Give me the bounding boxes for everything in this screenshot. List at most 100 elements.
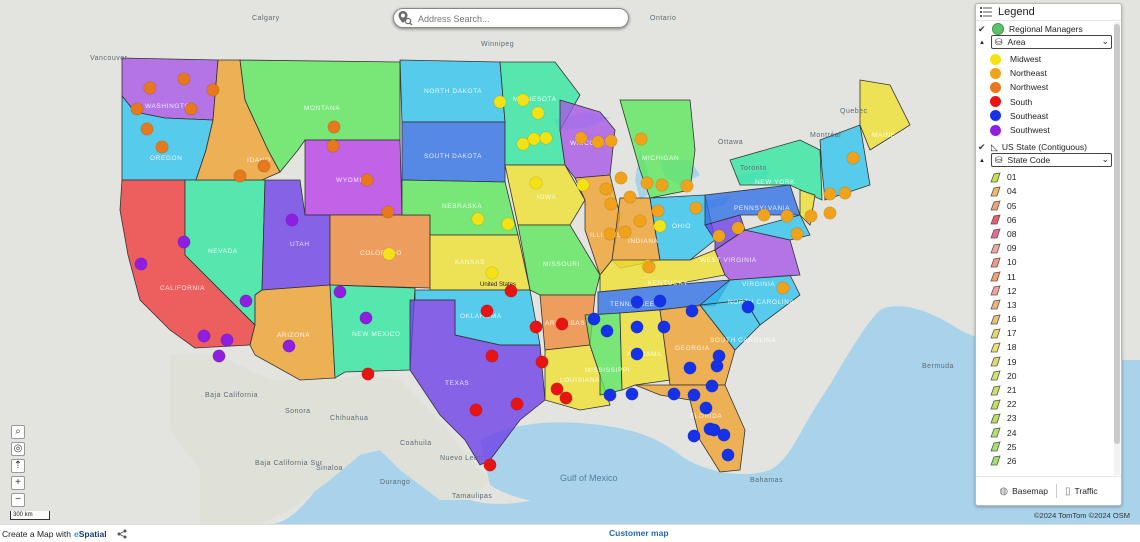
manager-marker-midwest[interactable] [493,95,507,109]
area-legend-item[interactable]: Northwest [976,80,1113,94]
manager-marker-southwest[interactable] [177,235,191,249]
manager-marker-northeast[interactable] [757,208,771,222]
manager-marker-northeast[interactable] [640,176,654,190]
manager-marker-northwest[interactable] [143,81,157,95]
area-legend-item[interactable]: Southwest [976,123,1113,137]
manager-marker-southeast[interactable] [741,300,755,314]
manager-marker-south[interactable] [485,349,499,363]
area-legend-item[interactable]: South [976,95,1113,109]
manager-marker-northeast[interactable] [604,197,618,211]
manager-marker-northeast[interactable] [574,131,588,145]
search-input[interactable] [416,11,625,27]
manager-marker-midwest[interactable] [501,217,515,231]
manager-marker-southeast[interactable] [630,295,644,309]
manager-marker-southeast[interactable] [685,304,699,318]
manager-marker-northeast[interactable] [689,201,703,215]
manager-marker-southeast[interactable] [603,388,617,402]
manager-marker-northeast[interactable] [604,134,618,148]
espatial-logo[interactable]: eSpatial [73,528,107,539]
manager-marker-northeast[interactable] [731,221,745,235]
state-code-legend-item[interactable]: 18 [976,340,1113,354]
manager-marker-southeast[interactable] [705,379,719,393]
manager-marker-south[interactable] [469,403,483,417]
manager-marker-northeast[interactable] [823,206,837,220]
manager-marker-northeast[interactable] [603,227,617,241]
state-code-legend-item[interactable]: 23 [976,411,1113,425]
state-code-legend-item[interactable]: 05 [976,199,1113,213]
manager-marker-northeast[interactable] [623,190,637,204]
manager-marker-south[interactable] [504,284,518,298]
manager-marker-northeast[interactable] [823,187,837,201]
manager-marker-northeast[interactable] [614,171,628,185]
state-code-legend-item[interactable]: 04 [976,184,1113,198]
manager-marker-southeast[interactable] [625,387,639,401]
manager-marker-northeast[interactable] [804,209,818,223]
manager-marker-southwest[interactable] [285,213,299,227]
manager-marker-northwest[interactable] [233,169,247,183]
address-search[interactable] [393,8,629,28]
manager-marker-midwest[interactable] [516,137,530,151]
manager-marker-midwest[interactable] [471,212,485,226]
manager-marker-southeast[interactable] [683,361,697,375]
state-code-legend-item[interactable]: 24 [976,426,1113,440]
state-code-legend-item[interactable]: 08 [976,227,1113,241]
collapse-triangle-icon[interactable]: ▲ [979,40,985,46]
manager-marker-northwest[interactable] [184,102,198,116]
manager-marker-midwest[interactable] [529,176,543,190]
manager-marker-southwest[interactable] [220,333,234,347]
manager-marker-northwest[interactable] [130,102,144,116]
manager-marker-south[interactable] [483,458,497,472]
state-code-legend-item[interactable]: 10 [976,255,1113,269]
state-code-legend-item[interactable]: 22 [976,397,1113,411]
layer-regional-managers[interactable]: ✔ Regional Managers [978,23,1083,35]
manager-marker-south[interactable] [550,382,564,396]
manager-marker-south[interactable] [480,304,494,318]
basemap-button[interactable]: ◍ Basemap [999,485,1048,497]
manager-marker-south[interactable] [361,367,375,381]
layer-visible-check-icon[interactable]: ✔ [978,23,986,34]
state-code-legend-item[interactable]: 06 [976,213,1113,227]
manager-marker-northeast[interactable] [776,281,790,295]
manager-marker-midwest[interactable] [576,178,590,192]
manager-marker-southwest[interactable] [333,285,347,299]
state-code-legend-item[interactable]: 16 [976,312,1113,326]
manager-marker-northwest[interactable] [326,139,340,153]
manager-marker-midwest[interactable] [527,132,541,146]
manager-marker-midwest[interactable] [516,93,530,107]
state-code-legend-item[interactable]: 13 [976,298,1113,312]
manager-marker-northeast[interactable] [618,225,632,239]
state-code-legend-item[interactable]: 26 [976,454,1113,468]
manager-marker-southwest[interactable] [282,339,296,353]
manager-marker-midwest[interactable] [382,247,396,261]
manager-marker-southeast[interactable] [717,428,731,442]
state-code-legend-item[interactable]: 20 [976,369,1113,383]
manager-marker-southeast[interactable] [707,423,721,437]
manager-marker-southeast[interactable] [657,320,671,334]
manager-marker-northeast[interactable] [599,182,613,196]
manager-marker-southeast[interactable] [667,387,681,401]
zoom-out-button[interactable]: − [11,493,25,507]
manager-marker-midwest[interactable] [539,131,553,145]
manager-marker-southwest[interactable] [134,257,148,271]
manager-marker-south[interactable] [510,397,524,411]
manager-marker-southwest[interactable] [212,349,226,363]
manager-marker-northwest[interactable] [257,159,271,173]
manager-marker-northeast[interactable] [846,151,860,165]
compass-button[interactable]: ⇡ [11,459,25,473]
manager-marker-southeast[interactable] [630,347,644,361]
manager-marker-northwest[interactable] [140,122,154,136]
manager-marker-midwest[interactable] [653,219,667,233]
manager-marker-northeast[interactable] [790,227,804,241]
manager-marker-southeast[interactable] [721,448,735,462]
legend-menu-icon[interactable] [980,7,992,17]
manager-marker-northwest[interactable] [206,83,220,97]
manager-marker-south[interactable] [529,320,543,334]
manager-marker-northwest[interactable] [360,173,374,187]
manager-marker-southwest[interactable] [359,311,373,325]
locate-button[interactable]: ◎ [11,442,25,456]
manager-marker-southeast[interactable] [687,388,701,402]
area-legend-item[interactable]: Southeast [976,109,1113,123]
zoom-in-button[interactable]: + [11,476,25,490]
manager-marker-northeast[interactable] [642,260,656,274]
area-dropdown[interactable]: ⛁ Area ⌄ [991,35,1112,49]
